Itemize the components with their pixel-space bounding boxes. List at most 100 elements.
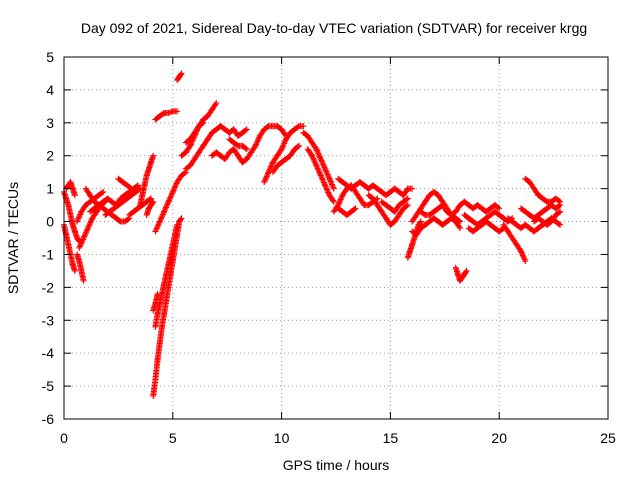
data-point [156,218,163,225]
data-point [254,138,261,145]
data-point [76,243,83,250]
data-point [252,142,259,149]
data-point [150,198,157,205]
data-point [403,196,410,203]
data-point [163,203,170,210]
data-point [154,290,161,297]
data-point [315,166,322,173]
data-point [330,198,337,205]
data-point [323,168,330,175]
data-point [162,204,169,211]
data-point [328,179,335,186]
y-tick-label: -6 [42,411,55,427]
data-point [172,181,179,188]
data-point [556,221,563,228]
data-point [255,135,262,142]
data-point [172,183,179,190]
data-point [282,132,289,139]
data-point [322,183,329,190]
data-point [294,143,301,150]
data-point [169,190,176,197]
data-point [243,126,250,133]
data-point [199,120,206,127]
y-tick-label: 5 [46,49,54,65]
data-point [158,214,165,221]
data-point [328,181,335,188]
data-point [81,232,88,239]
data-point [329,182,336,189]
x-tick-label: 20 [491,430,507,446]
y-tick-label: -4 [42,345,55,361]
data-point [79,237,86,244]
data-point [83,229,90,236]
data-point [309,152,316,159]
data-point [338,195,345,202]
data-point [157,217,164,224]
data-point [521,255,528,262]
data-point [80,235,87,241]
data-point [417,219,424,226]
data-point [171,186,178,193]
data-point [149,199,156,206]
data-point [556,209,563,216]
data-point [162,205,169,212]
data-point [279,143,286,150]
data-point [314,165,321,172]
data-point [404,202,411,209]
data-point [319,158,326,165]
data-point [330,185,337,192]
data-point [417,218,424,225]
x-tick-labels: 0 5 10 15 20 25 [60,430,616,446]
data-point [264,170,271,177]
data-point [174,221,181,228]
x-tick-label: 10 [274,430,290,446]
data-point [310,155,317,162]
data-point [316,169,323,176]
data-point [78,240,85,247]
data-point [456,223,463,230]
data-point [254,137,261,144]
data-point [75,214,82,221]
data-point [327,178,334,185]
data-point [253,140,260,147]
data-point [325,189,332,196]
data-point [79,236,86,243]
data-point [74,217,81,224]
data-point [127,184,134,191]
data-point [557,198,564,205]
data-point [187,142,194,149]
data-point [168,191,175,198]
data-point [253,141,260,148]
x-axis-label: GPS time / hours [283,457,390,473]
data-point [263,174,270,181]
data-point [317,156,324,163]
y-tick-label: -3 [42,312,55,328]
data-point [317,171,324,178]
data-point [329,197,336,204]
plot-frame [63,56,609,420]
data-point [457,225,464,232]
data-point [281,139,288,146]
data-point [522,258,529,265]
data-point [310,156,317,163]
data-point [462,269,469,276]
data-point [309,154,316,161]
data-point [495,204,502,211]
data-point [314,147,321,154]
data-point [322,165,329,172]
data-point [327,177,334,184]
data-point [159,212,166,219]
data-point [403,202,410,209]
data-point [80,277,87,284]
y-tick-labels: -6 -5 -4 -3 -2 -1 0 1 2 3 4 5 [42,49,55,427]
y-tick-label: 2 [46,148,54,164]
data-points [61,70,564,399]
data-point [521,256,528,263]
data-point [169,188,176,195]
data-point [325,174,332,181]
data-point [519,250,526,257]
data-point [86,222,93,229]
data-point [261,179,268,186]
data-point [315,168,322,175]
